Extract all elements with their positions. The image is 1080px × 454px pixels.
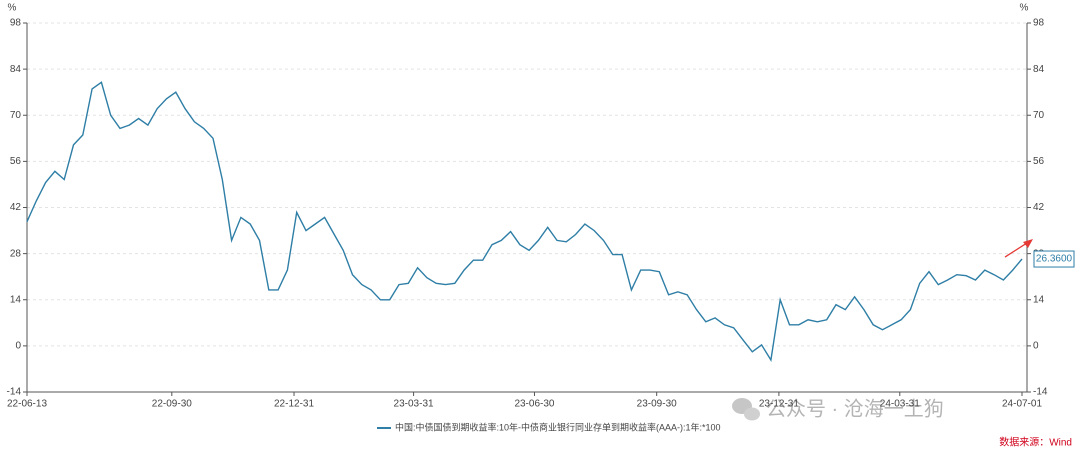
x-tick-label: 22-09-30 (152, 399, 192, 410)
x-tick-label: 23-12-31 (759, 399, 799, 410)
y2-tick-label: 42 (1033, 202, 1045, 213)
y2-tick-label: 98 (1033, 18, 1045, 29)
legend: 中国:中债国债到期收益率:10年-中债商业银行同业存单到期收益率(AAA-):1… (377, 421, 721, 432)
x-tick-label: 23-03-31 (394, 399, 434, 410)
y2-tick-label: 14 (1033, 294, 1045, 305)
x-tick-label: 24-07-01 (1002, 399, 1042, 410)
y-tick-label: 0 (15, 341, 21, 352)
y-tick-label: 98 (10, 18, 22, 29)
x-tick-label: 24-03-31 (880, 399, 920, 410)
source: 数据来源：Wind (999, 436, 1072, 449)
x-tick-label: 22-06-13 (7, 399, 47, 410)
y-tick-label: 42 (10, 202, 22, 213)
watermark: 公众号 · 沧海一土狗 (732, 397, 944, 421)
y2-tick-label: 84 (1033, 64, 1045, 75)
legend-label: 中国:中债国债到期收益率:10年-中债商业银行同业存单到期收益率(AAA-):1… (395, 421, 721, 432)
y-tick-label: 56 (10, 156, 22, 167)
x-tick-label: 23-09-30 (637, 399, 677, 410)
annotation-arrowhead (1023, 239, 1033, 249)
line-series (26, 81, 1023, 362)
y-tick-label: -14 (7, 387, 22, 398)
y2-tick-label: 0 (1033, 341, 1039, 352)
value-label: 26.3600 (1036, 254, 1073, 265)
y-tick-label: 84 (10, 64, 22, 75)
y2-tick-label: 56 (1033, 156, 1045, 167)
y-unit: % (8, 3, 17, 14)
watermark-text: 公众号 · 沧海一土狗 (766, 397, 944, 420)
y-tick-label: 14 (10, 294, 22, 305)
y2-unit: % (1020, 3, 1029, 14)
y-tick-label: 70 (10, 110, 22, 121)
value-label-box (1033, 250, 1075, 268)
x-tick-label: 23-06-30 (514, 399, 554, 410)
watermark-icon (744, 407, 760, 421)
y-tick-label: 28 (10, 248, 22, 259)
y2-tick-label: 70 (1033, 110, 1045, 121)
y2-tick-label: -14 (1033, 387, 1048, 398)
x-tick-label: 22-12-31 (274, 399, 314, 410)
